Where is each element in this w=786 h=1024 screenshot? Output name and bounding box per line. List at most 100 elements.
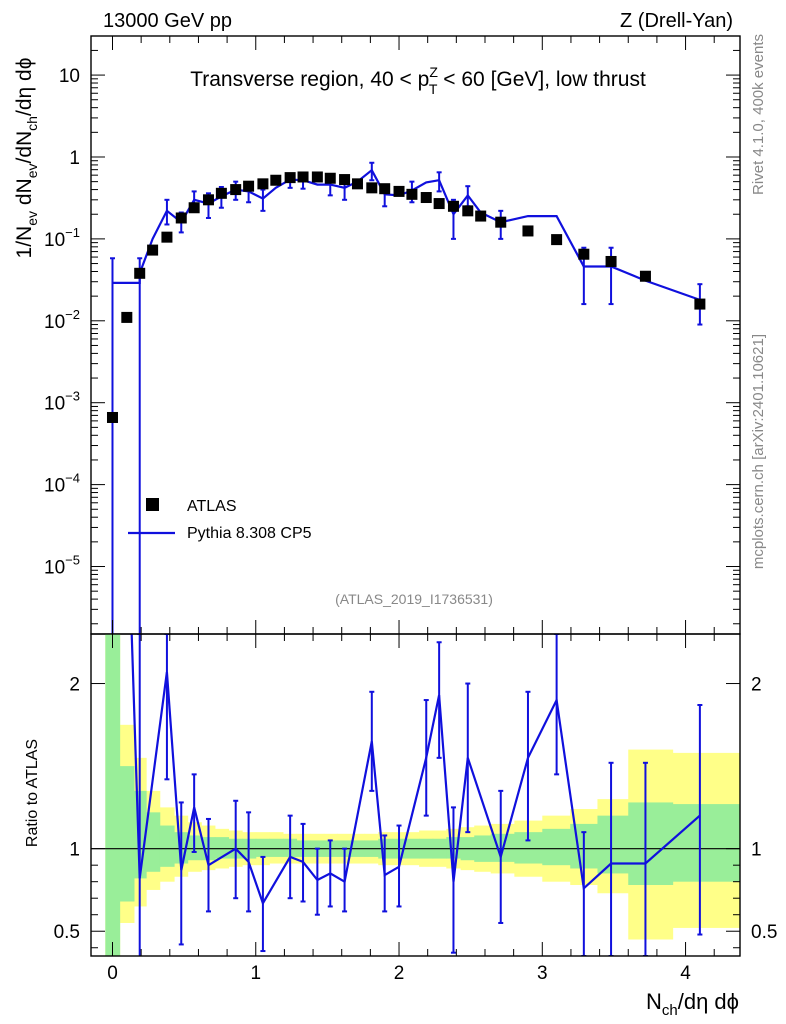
- band-stat-bin: [214, 837, 230, 859]
- y-tick-label: 1: [69, 148, 80, 169]
- data-point: [475, 210, 487, 222]
- mc-errorbar: [109, 257, 115, 634]
- x-tick-label: 2: [394, 963, 405, 984]
- ratio-errorbar: [314, 847, 320, 916]
- title-sub: T: [429, 81, 438, 97]
- data-point: [230, 184, 242, 196]
- y-tick-label: 10−1: [44, 225, 80, 251]
- ratio-axis-ticks: [91, 634, 740, 956]
- x-tick-label: 0: [107, 963, 118, 984]
- legend-marker-atlas: [146, 498, 159, 511]
- ratio-errorbar: [178, 801, 184, 946]
- chart-title: Transverse region, 40 < pZ T < 60 [GeV], …: [190, 64, 646, 97]
- data-point: [134, 267, 146, 279]
- x-tick-label: 4: [680, 963, 691, 984]
- ratio-frame: [90, 633, 741, 957]
- band-stat-bin: [255, 838, 270, 857]
- data-point: [366, 182, 378, 194]
- ratio-y-tick-label-right: 1: [751, 840, 762, 861]
- data-point: [393, 185, 405, 197]
- data-point: [495, 216, 507, 228]
- y-tick-label: 10−3: [44, 389, 80, 415]
- legend-label-pythia: Pythia 8.308 CP5: [187, 525, 312, 542]
- band-stat-bin: [597, 815, 629, 874]
- ratio-y-tick-label-left: 0.5: [54, 922, 80, 943]
- data-point: [284, 172, 296, 184]
- x-axis-label: Nch/dη dϕ: [646, 989, 739, 1019]
- data-point: [202, 194, 214, 206]
- mc-errorbar: [137, 257, 143, 634]
- data-point: [420, 192, 432, 204]
- band-stat-bin: [105, 634, 121, 956]
- band-stat-bin: [542, 828, 571, 866]
- data-point: [694, 298, 706, 310]
- main-frame: [90, 35, 741, 635]
- title-part-1: Transverse region, 40 < p: [190, 68, 429, 91]
- band-stat-bin: [628, 802, 674, 885]
- ratio-ylabel: Ratio to ATLAS: [24, 739, 41, 847]
- y-tick-label: 10−5: [44, 553, 80, 579]
- legend: ATLAS Pythia 8.308 CP5: [128, 498, 312, 542]
- header-left: 13000 GeV pp: [103, 10, 232, 32]
- data-point: [243, 180, 255, 192]
- data-point: [379, 183, 391, 195]
- ratio-errorbar: [697, 704, 703, 936]
- ratio-y-tick-labels: 0.5 0.5 1 1 2 2: [54, 675, 778, 944]
- title-part-2: < 60 [GeV], low thrust: [437, 68, 646, 91]
- data-point: [433, 198, 445, 210]
- data-point: [551, 234, 563, 246]
- main-ylabel: 1/Nev dNev/dNch/dη dϕ: [13, 58, 40, 259]
- ratio-errorbar: [581, 831, 587, 956]
- band-stat-bin: [119, 766, 135, 902]
- main-y-tick-labels: 10 1 10−1 10−2 10−3 10−4 10−5: [44, 66, 80, 578]
- legend-label-atlas: ATLAS: [187, 498, 237, 515]
- data-point: [297, 171, 309, 183]
- data-point: [578, 248, 590, 260]
- mc-errorbars: [109, 161, 703, 634]
- ratio-mc-line: [130, 634, 701, 906]
- rivet-version-label: Rivet 4.1.0, 400k events: [750, 34, 767, 195]
- data-point: [311, 171, 323, 183]
- data-point: [462, 205, 474, 217]
- ratio-errorbar: [642, 761, 648, 956]
- ratio-y-tick-label-left: 2: [69, 675, 80, 696]
- ratio-y-tick-label-right: 2: [751, 675, 762, 696]
- data-point: [215, 187, 227, 199]
- data-point: [339, 174, 351, 186]
- ratio-panel: 0.5 0.5 1 1 2 2 0 1 2 3 4 Ratio to ATLAS Nch/dη d…: [24, 633, 778, 1019]
- ratio-y-tick-label-right: 0.5: [751, 922, 777, 943]
- ratio-errorbar: [525, 690, 531, 842]
- data-point: [324, 172, 336, 184]
- header-right: Z (Drell-Yan): [620, 10, 733, 32]
- ratio-y-tick-label-left: 1: [69, 840, 80, 861]
- data-point: [447, 200, 459, 212]
- data-point: [257, 178, 269, 190]
- band-stat-bin: [159, 825, 175, 867]
- data-point: [147, 244, 159, 256]
- x-tick-label: 3: [537, 963, 548, 984]
- main-panel: 10 1 10−1 10−2 10−3 10−4 10−5 Transverse regio…: [13, 35, 741, 635]
- ratio-errorbar: [608, 761, 614, 956]
- ratio-errorbar: [137, 634, 143, 956]
- band-stat-bin: [672, 804, 740, 882]
- data-points: [106, 171, 706, 423]
- data-point: [188, 202, 200, 214]
- y-tick-label: 10−4: [44, 471, 80, 497]
- band-stat-bin: [146, 812, 161, 872]
- ratio-mc-errorbars: [137, 634, 703, 956]
- data-point: [161, 231, 173, 243]
- data-point: [175, 212, 187, 224]
- band-stat-bin: [269, 838, 284, 857]
- x-tick-labels: 0 1 2 3 4: [107, 963, 691, 984]
- data-point: [106, 411, 118, 423]
- y-tick-label: 10−2: [44, 307, 80, 333]
- main-axis-ticks: [91, 35, 740, 634]
- data-point: [605, 255, 617, 267]
- data-point: [351, 178, 363, 190]
- data-point: [406, 188, 418, 200]
- analysis-watermark: (ATLAS_2019_I1736531): [335, 591, 493, 607]
- mc-errorbar: [260, 188, 266, 212]
- title-sup: Z: [429, 64, 438, 80]
- data-point: [639, 270, 651, 282]
